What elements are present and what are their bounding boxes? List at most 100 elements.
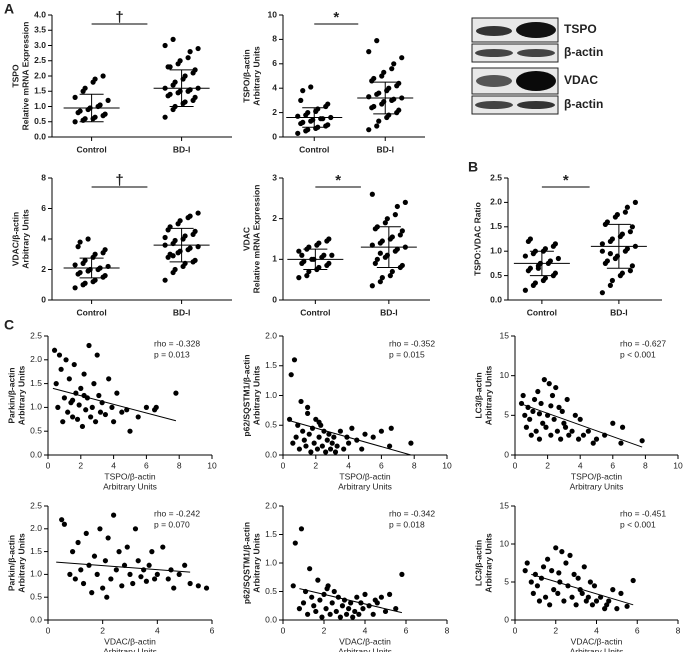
point bbox=[119, 583, 125, 589]
y-axis-label: VDAC/β-actin bbox=[10, 212, 20, 266]
point bbox=[92, 419, 99, 425]
band bbox=[475, 49, 513, 57]
point bbox=[149, 549, 155, 555]
point bbox=[551, 416, 557, 422]
point bbox=[610, 587, 616, 593]
point bbox=[58, 366, 64, 372]
y-tick-label: 1.5 bbox=[265, 529, 277, 539]
dot bbox=[599, 241, 605, 247]
y-tick-label: 4.0 bbox=[34, 9, 46, 19]
point bbox=[387, 591, 393, 597]
dot bbox=[381, 69, 387, 75]
dot bbox=[92, 277, 98, 283]
point bbox=[619, 424, 626, 430]
dot bbox=[535, 265, 541, 271]
point bbox=[531, 396, 538, 403]
point bbox=[548, 403, 554, 409]
y-axis-label: TSPO/β-actin bbox=[241, 49, 251, 102]
y-axis-label: p62/SQSTM1/β-actin bbox=[241, 354, 251, 436]
y-axis-label: Arbitrary Units bbox=[251, 365, 261, 425]
x-tick-label: Control bbox=[76, 307, 106, 317]
y-tick-label: 10 bbox=[268, 9, 278, 19]
point bbox=[362, 431, 368, 437]
point bbox=[303, 443, 309, 449]
dot bbox=[316, 240, 322, 246]
point bbox=[63, 357, 69, 363]
y-tick-label: 1.0 bbox=[30, 402, 42, 412]
dot bbox=[389, 234, 395, 240]
dot bbox=[374, 256, 380, 262]
point bbox=[307, 566, 313, 572]
dot bbox=[177, 218, 183, 224]
point bbox=[176, 571, 182, 578]
y-tick-label: 3.0 bbox=[34, 40, 46, 50]
point bbox=[567, 552, 573, 559]
point bbox=[352, 608, 358, 615]
dot bbox=[72, 94, 78, 100]
y-axis-label: LC3/β-actin bbox=[473, 540, 483, 586]
band bbox=[476, 75, 512, 87]
y-tick-label: 15 bbox=[500, 330, 510, 340]
dot bbox=[389, 268, 395, 275]
point bbox=[311, 603, 317, 609]
point bbox=[591, 583, 598, 589]
dot bbox=[527, 265, 533, 271]
y-tick-label: 0.0 bbox=[490, 294, 502, 304]
blot-frame bbox=[471, 43, 559, 63]
point bbox=[624, 603, 630, 609]
point bbox=[127, 428, 133, 434]
y-tick-label: 0 bbox=[272, 294, 277, 304]
regression-line bbox=[519, 402, 643, 448]
x-tick-label: 6 bbox=[144, 460, 149, 470]
dot bbox=[379, 275, 385, 281]
point bbox=[153, 404, 159, 410]
point bbox=[333, 608, 339, 615]
dot bbox=[299, 252, 305, 258]
x-tick-label: 6 bbox=[210, 625, 215, 635]
y-axis-label: Arbitrary Units bbox=[483, 533, 493, 593]
dot bbox=[182, 73, 188, 79]
point bbox=[546, 381, 552, 387]
point bbox=[86, 342, 92, 349]
y-axis-label: LC3/β-actin bbox=[473, 372, 483, 418]
point bbox=[138, 574, 144, 580]
dot bbox=[305, 110, 311, 116]
point bbox=[536, 411, 543, 417]
dot bbox=[296, 248, 302, 254]
y-tick-label: 0.0 bbox=[30, 449, 42, 459]
point bbox=[143, 404, 149, 410]
point bbox=[70, 549, 76, 555]
point bbox=[580, 432, 587, 438]
point bbox=[378, 428, 384, 434]
x-tick-label: BD-I bbox=[376, 144, 393, 154]
dot bbox=[77, 239, 83, 245]
point bbox=[308, 449, 314, 455]
point bbox=[551, 587, 557, 593]
point bbox=[370, 611, 376, 617]
point bbox=[382, 608, 389, 615]
dot bbox=[300, 88, 306, 94]
dot bbox=[391, 96, 397, 102]
point bbox=[564, 396, 570, 403]
dot bbox=[376, 118, 382, 124]
y-tick-label: 0 bbox=[504, 449, 509, 459]
dot bbox=[77, 108, 83, 114]
point bbox=[530, 590, 536, 597]
point bbox=[540, 564, 547, 570]
x-axis-label: Arbitrary Units bbox=[570, 646, 624, 652]
dot bbox=[177, 58, 183, 64]
y-tick-label: 3 bbox=[272, 172, 277, 182]
stat-annotation: rho = -0.242 bbox=[154, 508, 200, 518]
point bbox=[630, 577, 636, 584]
dot bbox=[371, 103, 377, 110]
point bbox=[316, 419, 322, 425]
y-tick-label: 5 bbox=[504, 410, 509, 420]
dot bbox=[374, 38, 380, 44]
point bbox=[324, 586, 330, 592]
point bbox=[300, 600, 307, 606]
point bbox=[356, 611, 362, 617]
y-tick-label: 2.5 bbox=[34, 55, 46, 65]
point bbox=[569, 428, 575, 434]
point bbox=[60, 419, 66, 425]
blot-label: β-actin bbox=[564, 97, 603, 111]
